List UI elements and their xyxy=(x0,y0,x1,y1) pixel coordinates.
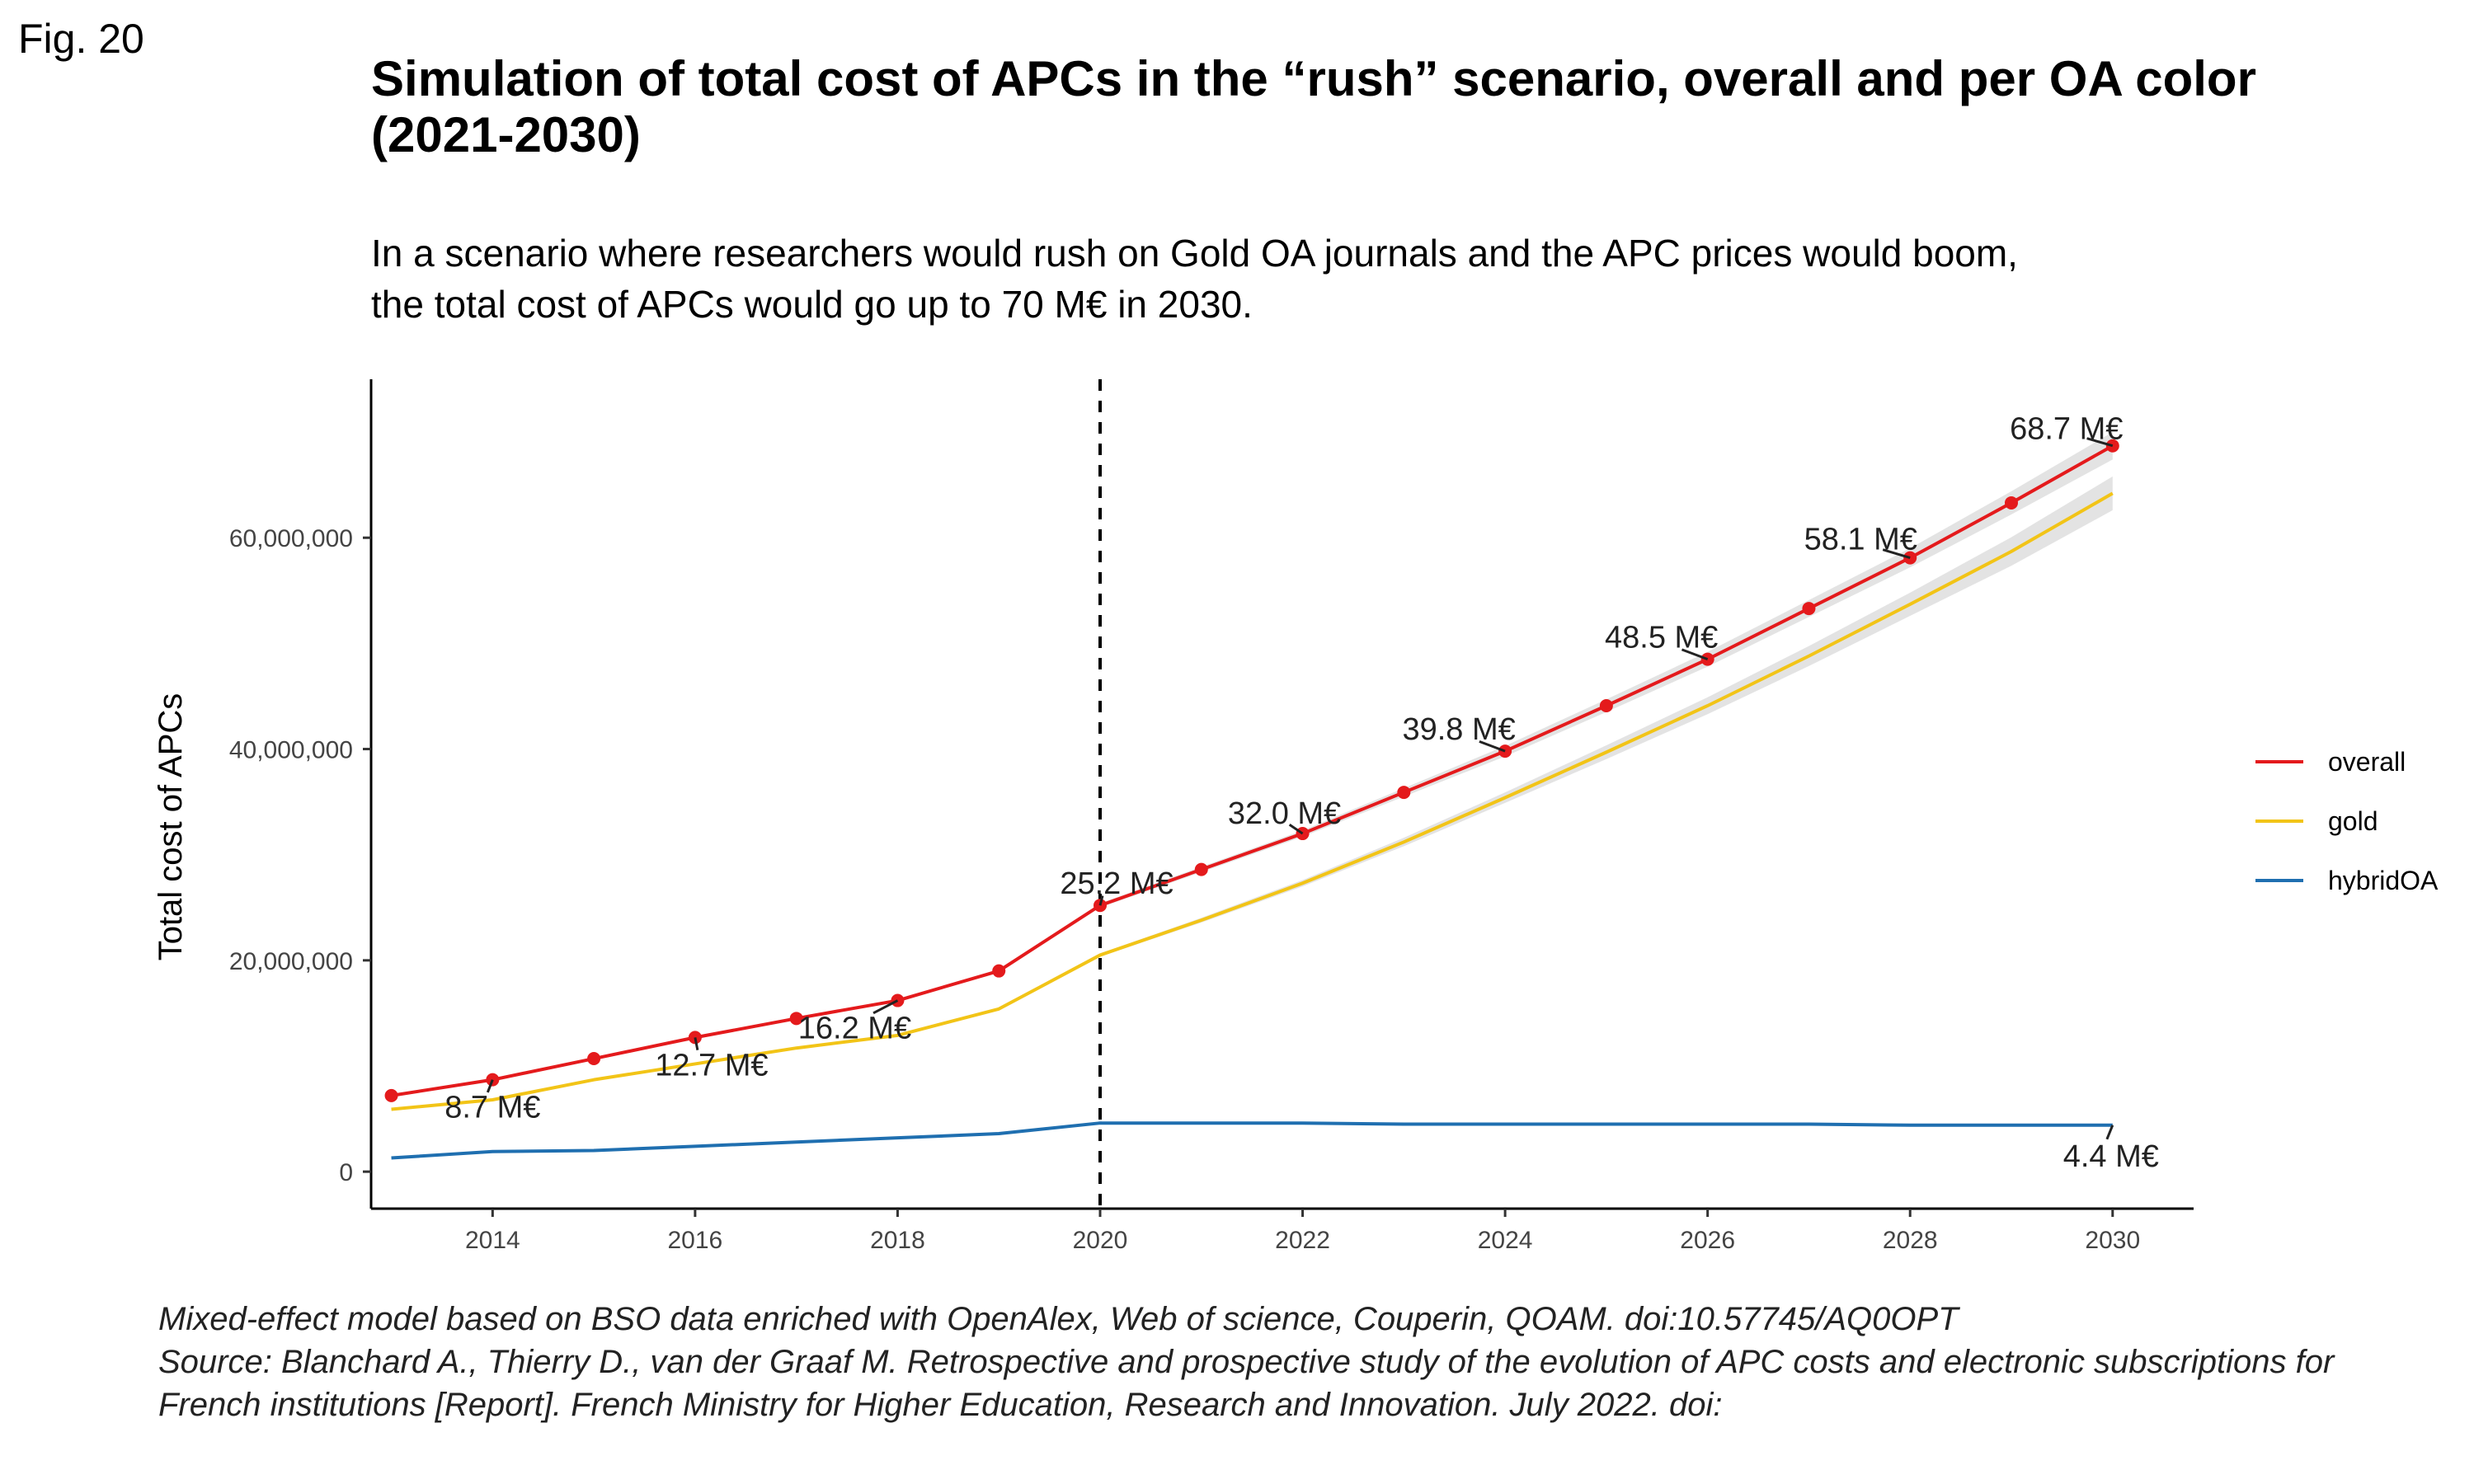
y-tick-label: 40,000,000 xyxy=(229,737,353,764)
data-label: 25.2 M€ xyxy=(1060,866,1173,901)
x-tick-label: 2028 xyxy=(1883,1227,1938,1254)
subtitle-line-1: In a scenario where researchers would ru… xyxy=(371,232,2018,275)
y-tick-label: 20,000,000 xyxy=(229,948,353,975)
chart-subtitle: In a scenario where researchers would ru… xyxy=(371,228,2350,330)
y-tick-label: 0 xyxy=(339,1159,353,1186)
legend-label-overall: overall xyxy=(2328,747,2406,777)
data-label: 8.7 M€ xyxy=(444,1091,540,1125)
data-point-overall xyxy=(992,964,1006,978)
data-point-overall xyxy=(587,1052,601,1066)
y-tick-label: 60,000,000 xyxy=(229,525,353,552)
x-tick-label: 2020 xyxy=(1073,1227,1128,1254)
x-tick-label: 2024 xyxy=(1478,1227,1533,1254)
caption-line-1: Mixed-effect model based on BSO data enr… xyxy=(158,1301,1959,1337)
chart-title: Simulation of total cost of APCs in the … xyxy=(371,51,2256,162)
series-lines xyxy=(391,444,2114,1160)
tick-labels: 2014 2016 2018 2020 2022 2024 2026 2028 2030 0 20,… xyxy=(229,525,2140,1254)
data-label-leader xyxy=(2105,1125,2114,1140)
x-tick-label: 2016 xyxy=(668,1227,723,1254)
data-label: 68.7 M€ xyxy=(2010,412,2123,447)
data-label: 4.4 M€ xyxy=(2063,1139,2159,1174)
subtitle-line-2: the total cost of APCs would go up to 70… xyxy=(371,283,1253,326)
axes xyxy=(369,379,2194,1210)
x-tick-label: 2018 xyxy=(870,1227,925,1254)
series-line-overall xyxy=(391,444,2114,1097)
data-label-leader xyxy=(1098,895,1104,906)
caption-line-3: French institutions [Report]. French Min… xyxy=(158,1387,1723,1423)
y-axis-title: Total cost of APCs xyxy=(153,693,189,961)
data-label: 12.7 M€ xyxy=(655,1048,768,1082)
data-label-leader xyxy=(1288,824,1304,835)
data-point-overall xyxy=(2005,495,2018,510)
data-point-overall xyxy=(1599,698,1613,712)
data-label-leader xyxy=(1882,548,1911,560)
data-label-leader xyxy=(872,999,899,1015)
data-labels: 8.7 M€ 12.7 M€ 16.2 M€ 25.2 M€ 32.0 M€ 39.8 M… xyxy=(444,412,2159,1174)
data-point-overall xyxy=(1397,786,1411,800)
data-label: 48.5 M€ xyxy=(1605,621,1718,655)
data-label-leader xyxy=(694,1037,699,1050)
x-tick-label: 2026 xyxy=(1680,1227,1735,1254)
data-point-overall xyxy=(1194,862,1208,876)
series-line-gold xyxy=(391,491,2114,1111)
confidence-band-gold xyxy=(1100,476,2113,957)
data-point-overall xyxy=(789,1012,803,1026)
legend-label-gold: gold xyxy=(2328,806,2378,836)
data-label-leader xyxy=(2086,437,2114,448)
figure-number: Fig. 20 xyxy=(18,16,144,62)
confidence-bands xyxy=(1100,432,2113,957)
legend: overall gold hybridOA xyxy=(2255,747,2439,895)
x-tick-label: 2014 xyxy=(465,1227,520,1254)
data-label: 58.1 M€ xyxy=(1804,523,1917,557)
data-label: 32.0 M€ xyxy=(1228,796,1341,831)
figure-caption: Mixed-effect model based on BSO data enr… xyxy=(158,1298,2451,1426)
caption-line-2: Source: Blanchard A., Thierry D., van de… xyxy=(158,1344,2335,1380)
series-line-hybridOA xyxy=(391,1121,2113,1160)
x-tick-label: 2030 xyxy=(2085,1227,2140,1254)
data-label-leader xyxy=(486,1079,494,1093)
data-label: 16.2 M€ xyxy=(798,1012,911,1046)
data-label: 39.8 M€ xyxy=(1402,712,1515,747)
data-label-leader xyxy=(1479,740,1506,753)
data-point-overall xyxy=(384,1088,398,1102)
x-tick-label: 2022 xyxy=(1275,1227,1330,1254)
confidence-band-overall xyxy=(1100,432,2113,908)
legend-label-hybridOA: hybridOA xyxy=(2328,866,2439,895)
data-point-overall xyxy=(1802,602,1816,616)
data-label-leader xyxy=(1681,648,1709,661)
